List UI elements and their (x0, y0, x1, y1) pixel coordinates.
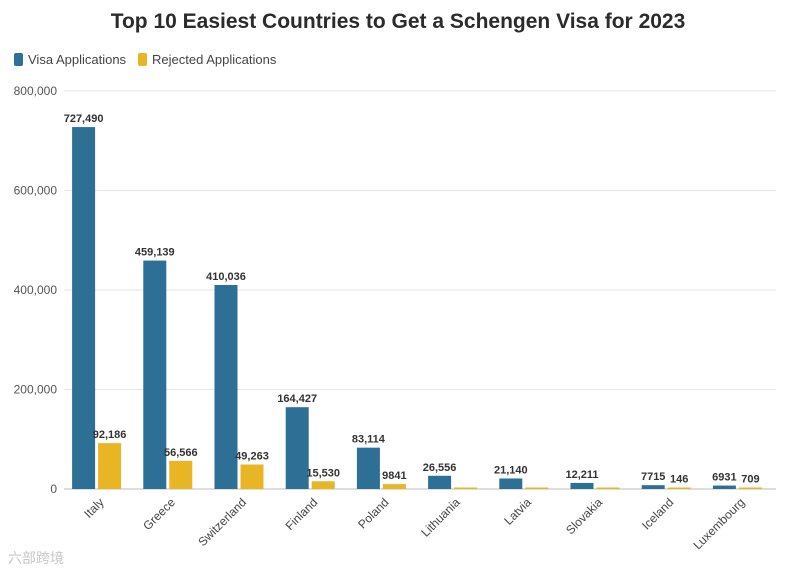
x-tick-label: Lithuania (418, 495, 463, 540)
bar-rejected-applications (738, 487, 762, 489)
bar-visa-applications (356, 447, 380, 489)
legend-label-visa: Visa Applications (28, 52, 127, 67)
x-tick-label: Italy (81, 495, 106, 520)
bar-visa-applications (72, 127, 96, 489)
data-label-visa: 6931 (712, 472, 736, 484)
legend: Visa Applications Rejected Applications (14, 52, 276, 67)
bar-visa-applications (570, 482, 594, 489)
y-tick-label: 600,000 (14, 184, 58, 198)
data-label-visa: 164,427 (277, 393, 317, 405)
bar-rejected-applications (98, 443, 122, 489)
data-label-visa: 21,140 (494, 464, 528, 476)
bar-visa-applications (712, 485, 736, 489)
watermark: 六部跨境 (8, 550, 64, 566)
bar-rejected-applications (240, 464, 264, 489)
bar-rejected-applications (454, 487, 478, 489)
x-tick-label: Finland (283, 495, 321, 533)
x-tick-label: Slovakia (563, 495, 605, 537)
y-tick-label: 0 (50, 482, 57, 496)
bar-rejected-applications (596, 487, 620, 489)
data-label-rejected: 146 (670, 474, 688, 486)
bar-visa-applications (641, 485, 665, 489)
chart-title: Top 10 Easiest Countries to Get a Scheng… (110, 10, 686, 33)
legend-swatch-rejected (138, 53, 148, 66)
data-label-visa: 410,036 (206, 271, 246, 283)
bar-rejected-applications (667, 487, 691, 489)
y-tick-label: 800,000 (14, 84, 58, 98)
x-tick-label: Latvia (501, 495, 534, 528)
data-label-visa: 7715 (641, 471, 665, 483)
data-label-rejected: 709 (741, 474, 759, 486)
bar-visa-applications (285, 407, 309, 489)
x-tick-label: Switzerland (195, 495, 249, 549)
y-tick-label: 200,000 (14, 383, 58, 397)
bar-visa-applications (428, 475, 452, 489)
bar-visa-applications (143, 260, 167, 489)
bar-rejected-applications (525, 487, 549, 489)
legend-item-rejected-applications[interactable]: Rejected Applications (138, 52, 276, 67)
legend-item-visa-applications[interactable]: Visa Applications (14, 52, 126, 67)
data-label-visa: 26,556 (423, 462, 457, 474)
bar-rejected-applications (382, 484, 406, 489)
data-label-visa: 83,114 (352, 434, 386, 446)
x-tick-label: Iceland (639, 495, 676, 532)
x-tick-label: Poland (355, 495, 391, 531)
legend-swatch-visa (14, 53, 23, 66)
bar-rejected-applications (311, 481, 335, 489)
bar-rejected-applications (169, 460, 193, 489)
data-label-visa: 727,490 (64, 113, 104, 125)
y-tick-label: 400,000 (14, 283, 58, 297)
data-label-rejected: 49,263 (235, 450, 269, 462)
data-label-rejected: 56,566 (164, 447, 198, 459)
x-tick-label: Luxembourg (690, 495, 747, 552)
data-label-rejected: 92,186 (93, 429, 127, 441)
data-label-rejected: 15,530 (306, 467, 340, 479)
bar-visa-applications (499, 478, 523, 489)
x-tick-label: Greece (140, 495, 178, 533)
data-label-visa: 12,211 (565, 469, 598, 481)
bar-visa-applications (214, 285, 238, 489)
data-label-visa: 459,139 (135, 247, 175, 259)
data-label-rejected: 9841 (382, 470, 406, 482)
legend-label-rejected: Rejected Applications (152, 52, 277, 67)
